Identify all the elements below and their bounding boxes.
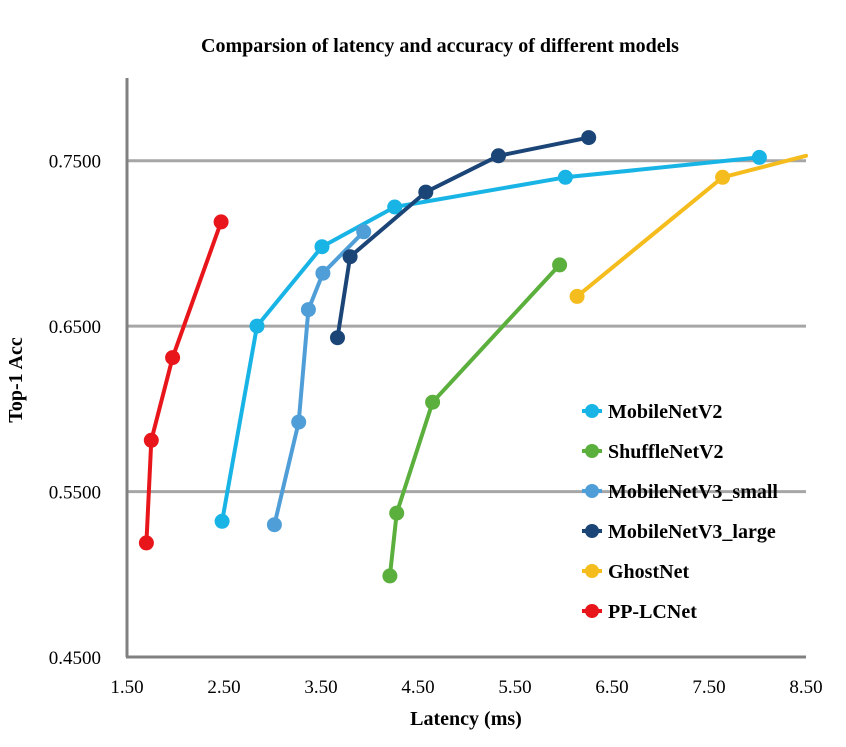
legend-marker [585,444,599,458]
data-point [715,169,731,185]
legend-label: ShuffleNetV2 [608,441,724,463]
data-point [356,224,372,240]
x-tick-label: 4.50 [401,677,434,698]
legend-marker [585,564,599,578]
legend-marker [585,484,599,498]
data-point [314,239,330,255]
x-tick-label: 5.50 [498,677,531,698]
legend-label: MobileNetV2 [608,401,722,423]
y-tick-label: 0.6500 [49,317,101,338]
x-tick-label: 3.50 [304,677,337,698]
series-line [387,262,562,578]
data-point [557,169,573,185]
x-axis-label: Latency (ms) [410,708,522,730]
series-pp-lcnet [138,214,229,551]
data-point [291,414,307,430]
legend: MobileNetV2 ShuffleNetV2 MobileNetV3_small… [582,401,778,623]
grid-layer [127,159,806,494]
y-tick-label: 0.5500 [49,483,101,504]
legend-label: MobileNetV3_large [608,521,776,543]
legend-marker [585,604,599,618]
data-point [751,149,767,165]
y-axis-label: Top-1 Acc [5,337,27,423]
data-point [581,130,597,146]
x-tick-label: 2.50 [207,677,240,698]
series-layer [138,130,808,584]
data-point [342,249,358,265]
series-line [144,219,224,545]
series-line [335,135,591,340]
x-tick-label: 6.50 [595,677,628,698]
data-point [491,148,506,164]
data-point [552,257,568,273]
watermark: 知乎 @余俊晖 [668,700,788,722]
data-point [266,517,282,533]
data-point [143,432,159,448]
axis-layer: 0.4500 0.5500 0.6500 0.7500 1.50 2.50 3.50 4.50… [49,78,823,698]
data-point [389,505,405,521]
series-ghostnet [569,153,808,304]
series-shufflenetv2 [382,257,568,584]
x-tick-label: 7.50 [692,677,725,698]
series-mobilenetv3-small [266,224,372,533]
data-point [418,184,434,200]
y-tick-label: 0.7500 [49,152,101,173]
series-line [575,153,808,299]
data-point [425,394,441,410]
data-point [249,318,265,334]
legend-label: PP-LCNet [608,601,697,623]
data-point [315,265,331,281]
series-mobilenetv3-large [330,130,597,346]
data-point [300,302,316,318]
x-tick-label: 8.50 [789,677,822,698]
legend-marker [585,524,599,538]
data-point [138,535,154,551]
chart-title: Comparsion of latency and accuracy of di… [201,35,679,57]
data-point [214,513,230,529]
data-point [382,568,398,584]
data-point [387,199,403,215]
y-tick-label: 0.4500 [49,648,101,669]
data-point [330,330,345,346]
data-point [165,350,181,366]
legend-marker [585,404,599,418]
legend-label: GhostNet [608,561,689,583]
x-tick-label: 1.50 [110,677,143,698]
data-point [569,288,585,304]
data-point [213,214,229,230]
legend-label: MobileNetV3_small [608,481,778,503]
